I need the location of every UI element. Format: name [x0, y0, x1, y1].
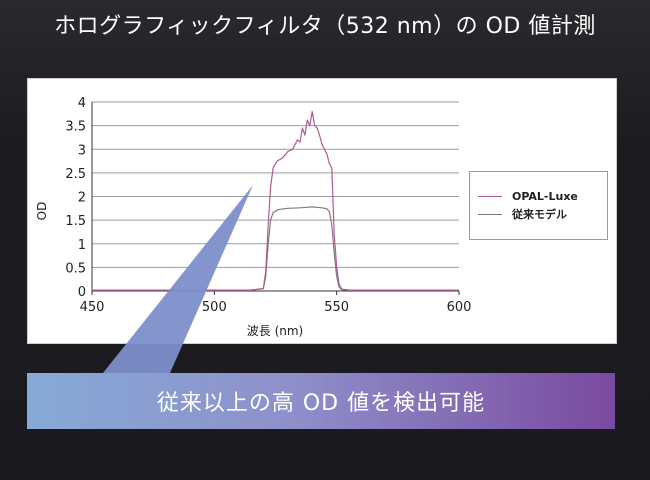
legend-item-conventional: 従来モデル	[478, 206, 567, 222]
legend-swatch	[478, 213, 502, 215]
legend-label: 従来モデル	[512, 208, 567, 221]
x-tick-label: 450	[80, 300, 105, 315]
chart-legend: OPAL-Luxe 従来モデル	[469, 171, 608, 240]
series-line-opal-luxe	[92, 110, 459, 291]
y-tick-labels: 0 0.5 1 1.5 2 2.5 3 3.5 4	[65, 96, 86, 300]
page-title: ホログラフィックフィルタ（532 nm）の OD 値計測	[54, 14, 596, 39]
y-axis-label: OD	[35, 202, 49, 221]
y-tick-label: 3	[78, 143, 86, 158]
series-line-conventional	[92, 206, 459, 291]
legend-item-opal-luxe: OPAL-Luxe	[478, 188, 578, 204]
banner-text: 従来以上の高 OD 値を検出可能	[156, 391, 486, 416]
chart-axes	[91, 102, 460, 295]
y-tick-label: 1.5	[65, 214, 86, 229]
chart-panel: 0 0.5 1 1.5 2 2.5 3 3.5 4 450 500 550 600 OD 波長 (nm…	[27, 78, 617, 344]
legend-label: OPAL-Luxe	[512, 189, 578, 203]
y-tick-label: 2	[78, 191, 86, 206]
y-tick-label: 3.5	[65, 120, 86, 135]
y-tick-label: 0	[78, 285, 86, 300]
x-axis-label: 波長 (nm)	[247, 324, 303, 338]
highlight-banner: 従来以上の高 OD 値を検出可能	[27, 373, 615, 429]
y-tick-label: 0.5	[65, 261, 86, 276]
y-tick-label: 2.5	[65, 167, 86, 182]
x-tick-label: 500	[202, 300, 227, 315]
chart-grid	[92, 101, 459, 268]
y-tick-label: 4	[78, 96, 86, 111]
series-lines	[92, 110, 459, 291]
y-tick-label: 1	[78, 238, 86, 253]
x-tick-labels: 450 500 550 600	[80, 300, 472, 315]
x-tick-label: 600	[447, 300, 472, 315]
x-tick-label: 550	[324, 300, 349, 315]
legend-swatch	[478, 195, 502, 197]
